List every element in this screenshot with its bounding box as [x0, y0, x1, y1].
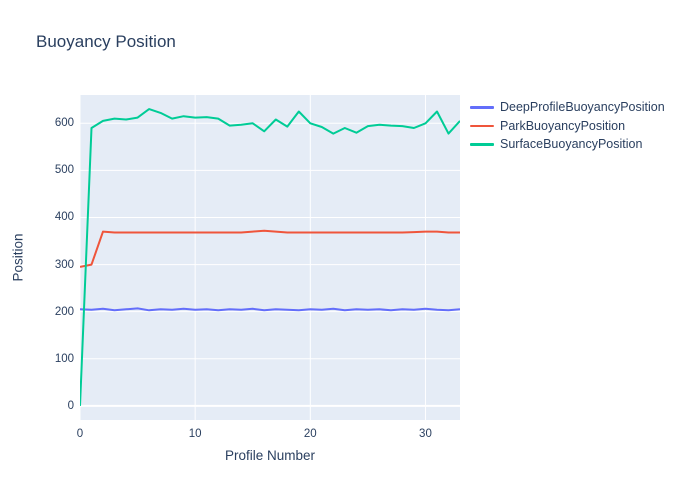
y-tick-label: 300 [54, 258, 74, 271]
y-axis-title: Position [10, 233, 26, 282]
legend-line-swatch [470, 106, 494, 109]
plot-canvas[interactable] [80, 95, 460, 420]
series-line-ParkBuoyancyPosition [80, 229, 460, 268]
legend: DeepProfileBuoyancyPosition ParkBuoyancyP… [470, 98, 665, 154]
legend-item-ParkBuoyancyPosition[interactable]: ParkBuoyancyPosition [470, 117, 665, 136]
legend-item-SurfaceBuoyancyPosition[interactable]: SurfaceBuoyancyPosition [470, 135, 665, 154]
y-tick-label: 0 [67, 399, 74, 412]
x-tick-label: 10 [188, 428, 202, 440]
legend-label: SurfaceBuoyancyPosition [500, 137, 643, 152]
series-line-DeepProfileBuoyancyPosition [80, 307, 460, 312]
y-tick-label: 600 [54, 117, 74, 130]
chart-title: Buoyancy Position [36, 32, 176, 51]
x-tick-label: 0 [76, 428, 84, 440]
legend-line-swatch [470, 124, 494, 127]
plot-area[interactable] [80, 95, 460, 420]
y-tick-label: 200 [54, 305, 74, 318]
legend-label: ParkBuoyancyPosition [500, 118, 626, 133]
legend-line-swatch [470, 143, 494, 146]
y-tick-label: 400 [54, 211, 74, 224]
series-line-SurfaceBuoyancyPosition [80, 108, 460, 406]
y-tick-label: 100 [54, 352, 74, 365]
x-tick-label: 20 [303, 428, 317, 440]
y-tick-label: 500 [54, 164, 74, 177]
legend-label: DeepProfileBuoyancyPosition [500, 100, 665, 115]
x-axis-title: Profile Number [224, 448, 316, 463]
legend-item-DeepProfileBuoyancyPosition[interactable]: DeepProfileBuoyancyPosition [470, 98, 665, 117]
x-tick-label: 30 [419, 428, 432, 440]
